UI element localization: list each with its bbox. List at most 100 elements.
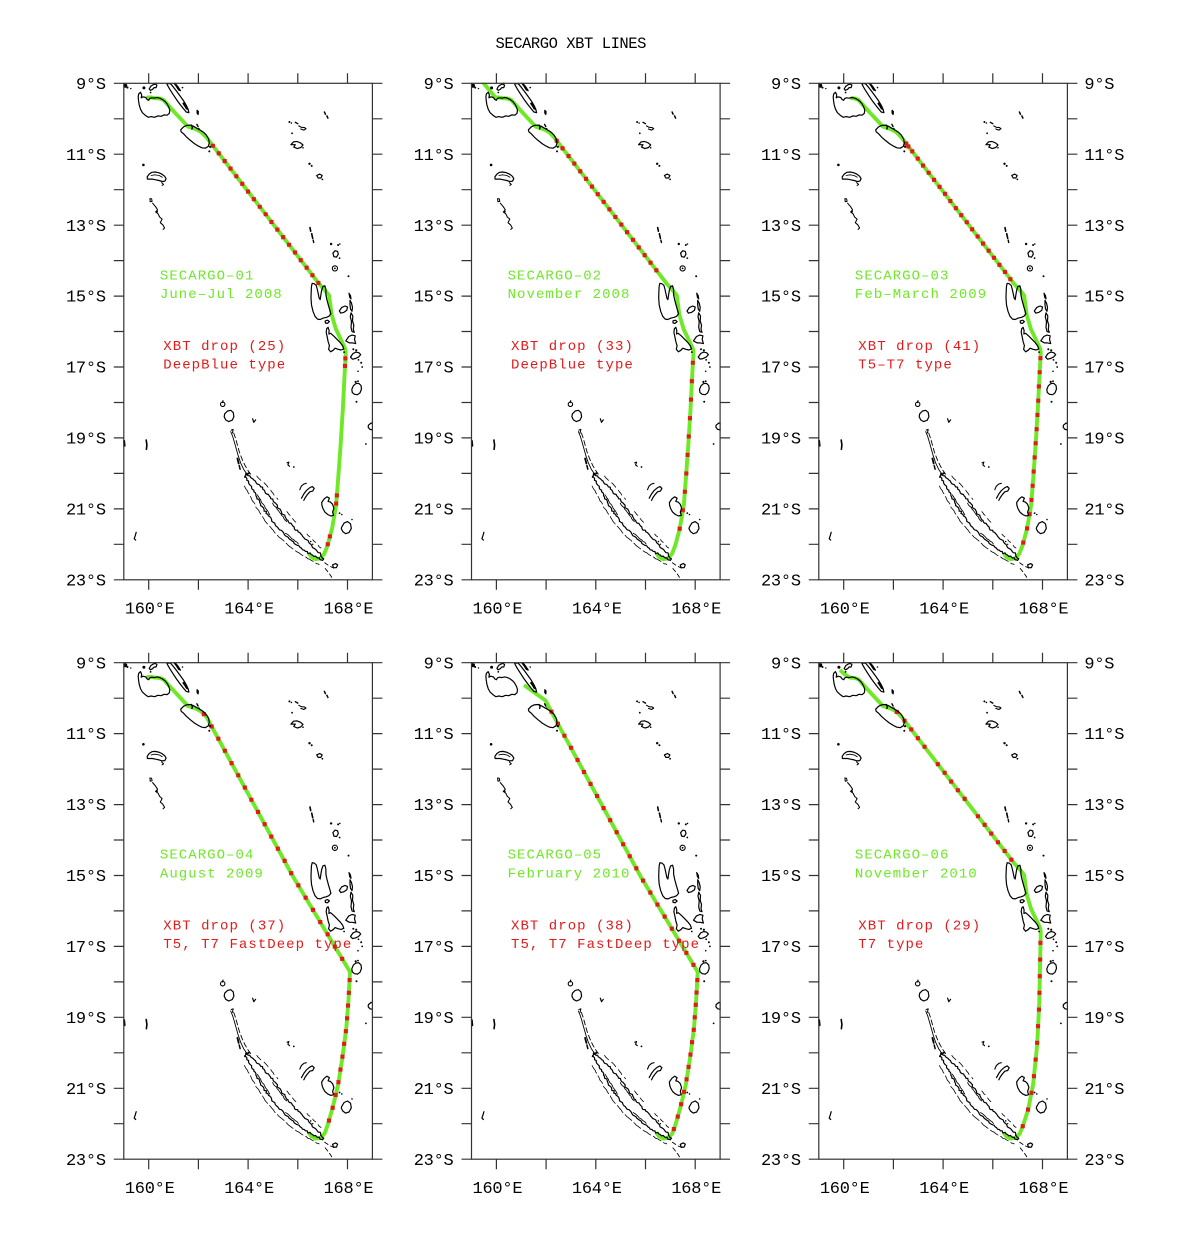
svg-text:160°E: 160°E (473, 600, 523, 619)
svg-text:23°S: 23°S (66, 572, 106, 591)
svg-text:17°S: 17°S (761, 939, 801, 958)
svg-text:160°E: 160°E (473, 1180, 523, 1199)
svg-text:17°S: 17°S (761, 360, 801, 379)
svg-text:168°E: 168°E (1019, 1180, 1069, 1199)
svg-text:November 2008: November 2008 (508, 287, 631, 303)
svg-text:SECARGO–05: SECARGO–05 (508, 848, 603, 864)
svg-text:9°S: 9°S (76, 76, 106, 95)
svg-text:XBT drop (25): XBT drop (25) (163, 339, 286, 355)
svg-text:11°S: 11°S (761, 726, 801, 745)
svg-text:9°S: 9°S (76, 655, 106, 674)
svg-text:19°S: 19°S (414, 1010, 454, 1029)
svg-text:23°S: 23°S (761, 572, 801, 591)
svg-text:T7 type: T7 type (858, 937, 924, 953)
svg-text:17°S: 17°S (414, 939, 454, 958)
svg-text:160°E: 160°E (125, 600, 175, 619)
svg-text:15°S: 15°S (414, 289, 454, 308)
svg-text:15°S: 15°S (414, 868, 454, 887)
svg-text:164°E: 164°E (919, 600, 969, 619)
svg-text:17°S: 17°S (66, 360, 106, 379)
svg-text:19°S: 19°S (66, 431, 106, 450)
svg-text:164°E: 164°E (572, 600, 622, 619)
svg-text:13°S: 13°S (66, 797, 106, 816)
svg-text:15°S: 15°S (761, 289, 801, 308)
svg-text:164°E: 164°E (224, 600, 274, 619)
svg-text:13°S: 13°S (1084, 797, 1124, 816)
svg-text:November 2010: November 2010 (855, 866, 978, 882)
svg-text:164°E: 164°E (919, 1180, 969, 1199)
svg-text:11°S: 11°S (1084, 726, 1124, 745)
svg-text:August 2009: August 2009 (160, 866, 264, 882)
svg-text:168°E: 168°E (324, 1180, 374, 1199)
svg-text:Feb–March 2009: Feb–March 2009 (855, 287, 987, 303)
svg-text:168°E: 168°E (324, 600, 374, 619)
svg-text:15°S: 15°S (66, 289, 106, 308)
svg-text:160°E: 160°E (820, 1180, 870, 1199)
svg-text:19°S: 19°S (1084, 431, 1124, 450)
svg-text:11°S: 11°S (761, 147, 801, 166)
svg-text:21°S: 21°S (1084, 502, 1124, 521)
svg-text:11°S: 11°S (414, 726, 454, 745)
svg-text:15°S: 15°S (66, 868, 106, 887)
svg-text:XBT drop (33): XBT drop (33) (511, 339, 634, 355)
svg-text:9°S: 9°S (771, 655, 801, 674)
svg-text:17°S: 17°S (1084, 360, 1124, 379)
svg-text:11°S: 11°S (66, 726, 106, 745)
svg-text:XBT drop (29): XBT drop (29) (858, 919, 981, 935)
svg-text:9°S: 9°S (424, 655, 454, 674)
svg-text:13°S: 13°S (761, 797, 801, 816)
svg-text:XBT drop (41): XBT drop (41) (858, 339, 981, 355)
svg-text:SECARGO–06: SECARGO–06 (855, 848, 950, 864)
svg-text:13°S: 13°S (414, 797, 454, 816)
svg-text:164°E: 164°E (572, 1180, 622, 1199)
svg-text:168°E: 168°E (671, 1180, 721, 1199)
svg-text:17°S: 17°S (414, 360, 454, 379)
svg-text:168°E: 168°E (671, 600, 721, 619)
svg-text:11°S: 11°S (414, 147, 454, 166)
svg-text:11°S: 11°S (66, 147, 106, 166)
svg-text:19°S: 19°S (761, 431, 801, 450)
svg-text:SECARGO–02: SECARGO–02 (508, 268, 603, 284)
svg-text:15°S: 15°S (761, 868, 801, 887)
svg-text:21°S: 21°S (761, 502, 801, 521)
svg-text:XBT drop (38): XBT drop (38) (511, 919, 634, 935)
svg-text:9°S: 9°S (424, 76, 454, 95)
svg-text:23°S: 23°S (1084, 1152, 1124, 1171)
svg-text:February 2010: February 2010 (508, 866, 631, 882)
svg-text:164°E: 164°E (224, 1180, 274, 1199)
svg-text:160°E: 160°E (125, 1180, 175, 1199)
svg-text:19°S: 19°S (1084, 1010, 1124, 1029)
svg-text:21°S: 21°S (1084, 1081, 1124, 1100)
svg-text:17°S: 17°S (66, 939, 106, 958)
svg-text:SECARGO–03: SECARGO–03 (855, 268, 950, 284)
svg-text:XBT drop (37): XBT drop (37) (163, 919, 286, 935)
svg-text:13°S: 13°S (761, 218, 801, 237)
svg-text:19°S: 19°S (414, 431, 454, 450)
svg-text:9°S: 9°S (771, 76, 801, 95)
svg-text:21°S: 21°S (414, 502, 454, 521)
svg-text:DeepBlue type: DeepBlue type (511, 358, 634, 374)
svg-text:T5, T7 FastDeep type: T5, T7 FastDeep type (511, 937, 700, 953)
svg-text:13°S: 13°S (1084, 218, 1124, 237)
svg-text:SECARGO–01: SECARGO–01 (160, 268, 255, 284)
svg-text:23°S: 23°S (414, 572, 454, 591)
svg-text:21°S: 21°S (761, 1081, 801, 1100)
svg-text:9°S: 9°S (1084, 655, 1114, 674)
svg-text:19°S: 19°S (761, 1010, 801, 1029)
svg-text:15°S: 15°S (1084, 868, 1124, 887)
svg-text:21°S: 21°S (414, 1081, 454, 1100)
svg-text:17°S: 17°S (1084, 939, 1124, 958)
svg-text:19°S: 19°S (66, 1010, 106, 1029)
svg-text:23°S: 23°S (1084, 572, 1124, 591)
svg-text:11°S: 11°S (1084, 147, 1124, 166)
svg-text:23°S: 23°S (66, 1152, 106, 1171)
svg-text:21°S: 21°S (66, 1081, 106, 1100)
svg-text:June–Jul 2008: June–Jul 2008 (160, 287, 283, 303)
svg-text:23°S: 23°S (761, 1152, 801, 1171)
svg-text:SECARGO–04: SECARGO–04 (160, 848, 255, 864)
svg-text:15°S: 15°S (1084, 289, 1124, 308)
svg-text:T5–T7 type: T5–T7 type (858, 358, 953, 374)
svg-text:13°S: 13°S (414, 218, 454, 237)
svg-text:9°S: 9°S (1084, 76, 1114, 95)
svg-text:DeepBlue type: DeepBlue type (163, 358, 286, 374)
